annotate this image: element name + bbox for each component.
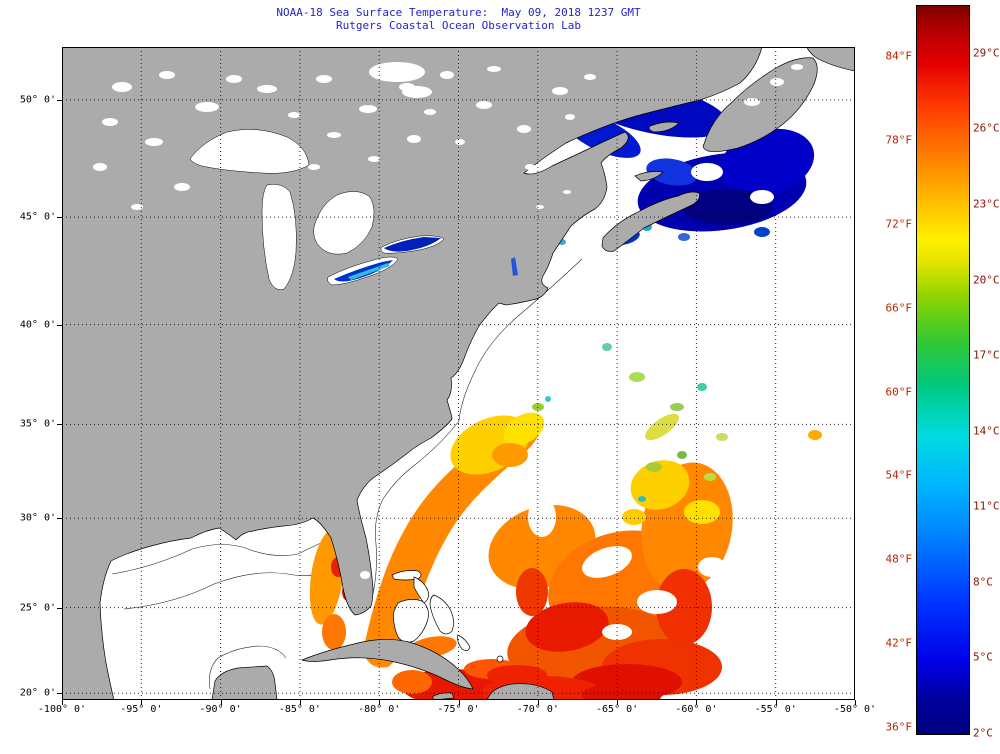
x-tick-label: -85° 0' (278, 704, 321, 715)
colorbar-label-fahrenheit: 36°F (885, 720, 913, 734)
y-tick-mark (57, 324, 62, 326)
canada-lakes-speckles (93, 62, 803, 579)
hispaniola (486, 683, 555, 700)
colorbar-label-fahrenheit: 72°F (885, 217, 913, 231)
x-tick-label: -100° 0' (37, 704, 87, 715)
y-tick-mark (57, 693, 62, 695)
colorbar-gradient (917, 6, 969, 734)
lake-sst-overlays (334, 237, 518, 282)
nova-scotia (601, 191, 701, 252)
graticule-grid (62, 47, 855, 700)
x-tick-label: -90° 0' (199, 704, 242, 715)
colorbar-label-fahrenheit: 84°F (885, 49, 913, 63)
yucatan (211, 665, 278, 700)
colorbar-label-fahrenheit: 66°F (885, 301, 913, 315)
x-tick-mark (458, 700, 460, 705)
x-tick-label: -50° 0' (833, 704, 877, 715)
colorbar (916, 5, 970, 735)
x-tick-mark (696, 700, 698, 705)
colorbar-label-fahrenheit: 60°F (885, 385, 913, 399)
y-tick-mark (57, 424, 62, 426)
y-tick-label: 50° 0' (19, 94, 56, 106)
bathymetry-contours (111, 258, 583, 690)
y-tick-label: 20° 0' (19, 687, 56, 699)
colorbar-label-fahrenheit: 78°F (885, 133, 913, 147)
x-tick-label: -60° 0' (675, 704, 718, 715)
colorbar-label-celsius: 23°C (973, 197, 1000, 211)
colorbar-label-celsius: 2°C (973, 726, 993, 740)
map-title: NOAA-18 Sea Surface Temperature: May 09,… (276, 6, 641, 19)
colorbar-label-fahrenheit: 54°F (885, 468, 913, 482)
colorbar-label-celsius: 11°C (973, 499, 1000, 513)
y-tick-mark (57, 518, 62, 520)
plot-frame (62, 47, 855, 700)
colorbar-label-fahrenheit: 42°F (885, 636, 913, 650)
x-tick-label: -80° 0' (358, 704, 401, 715)
lake-michigan (261, 184, 297, 290)
y-tick-label: 30° 0' (19, 512, 56, 524)
lake-superior (189, 129, 310, 174)
x-tick-mark (220, 700, 222, 705)
colorbar-label-fahrenheit: 48°F (885, 552, 913, 566)
x-tick-mark (775, 700, 777, 705)
y-tick-mark (57, 99, 62, 101)
newfoundland (702, 57, 818, 152)
labrador (806, 47, 855, 72)
colorbar-label-celsius: 14°C (973, 424, 1000, 438)
y-tick-label: 45° 0' (19, 211, 56, 223)
x-tick-mark (299, 700, 301, 705)
bahama-banks (391, 570, 504, 663)
y-tick-label: 40° 0' (19, 319, 56, 331)
prince-edward-island (634, 171, 664, 182)
x-tick-label: -75° 0' (437, 704, 480, 715)
colorbar-label-celsius: 20°C (973, 273, 1000, 287)
y-tick-label: 35° 0' (19, 418, 56, 430)
colorbar-label-celsius: 8°C (973, 575, 993, 589)
x-tick-label: -65° 0' (596, 704, 639, 715)
x-tick-label: -70° 0' (516, 704, 559, 715)
y-tick-label: 25° 0' (19, 602, 56, 614)
y-tick-mark (57, 217, 62, 219)
lake-huron (313, 191, 375, 255)
y-tick-mark (57, 607, 62, 609)
x-tick-mark (617, 700, 619, 705)
x-tick-mark (62, 700, 63, 705)
x-tick-mark (537, 700, 539, 705)
map-subtitle: Rutgers Coastal Ocean Observation Lab (335, 19, 582, 32)
colorbar-label-celsius: 26°C (973, 121, 1000, 135)
map-plot-area (62, 47, 855, 700)
x-tick-mark (855, 700, 856, 705)
sst-map (62, 47, 855, 700)
anticosti-island (648, 121, 680, 133)
lake-champlain (511, 257, 518, 276)
cuba (300, 639, 474, 690)
colorbar-label-celsius: 5°C (973, 650, 993, 664)
land-mass (62, 47, 855, 700)
x-tick-label: -55° 0' (754, 704, 797, 715)
jamaica (431, 692, 455, 700)
colorbar-label-celsius: 29°C (973, 46, 1000, 60)
colorbar-label-celsius: 17°C (973, 348, 1000, 362)
x-tick-mark (379, 700, 381, 705)
x-tick-mark (141, 700, 143, 705)
x-tick-label: -95° 0' (120, 704, 163, 715)
